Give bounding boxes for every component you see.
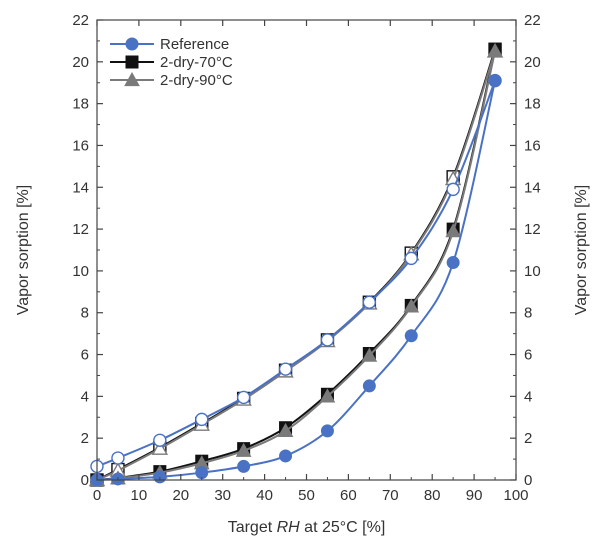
data-point-desorption xyxy=(111,451,125,465)
data-point-sorption xyxy=(237,459,251,473)
y-tick-label-left: 22 xyxy=(72,12,89,29)
y-tick-label-left: 8 xyxy=(81,305,89,322)
series-line-desorption xyxy=(96,48,497,481)
series-line-sorption xyxy=(96,49,497,481)
series-line-desorption xyxy=(96,80,496,468)
x-axis-label: Target RH at 25°C [%] xyxy=(228,519,386,536)
series-line-desorption xyxy=(96,51,497,481)
legend-entry: 2-dry-90°C xyxy=(110,71,233,89)
data-point-sorption xyxy=(319,388,336,403)
data-point-desorption xyxy=(151,440,169,455)
data-point-sorption xyxy=(361,347,378,362)
y-tick-label-left: 4 xyxy=(81,388,89,405)
y-tick-label-left: 6 xyxy=(81,347,89,364)
x-tick-label: 30 xyxy=(214,487,231,504)
y-tick-label-right: 2 xyxy=(524,430,532,447)
y-tick-label-right: 6 xyxy=(524,347,532,364)
y-tick-label-right: 8 xyxy=(524,305,532,322)
x-tick-label: 10 xyxy=(131,487,148,504)
data-point-sorption xyxy=(235,442,252,457)
data-point-desorption xyxy=(446,182,460,197)
legend-label: Reference xyxy=(160,36,229,53)
legend-entry: 2-dry-70°C xyxy=(110,54,233,71)
y-axis-label-right: Vapor sorption [%] xyxy=(573,185,590,315)
series-reference xyxy=(90,73,502,487)
y-tick-label-right: 4 xyxy=(524,388,532,405)
x-tick-label: 50 xyxy=(298,487,315,504)
x-tick-label: 20 xyxy=(172,487,189,504)
data-point-sorption xyxy=(487,43,503,58)
series-layer xyxy=(88,42,504,487)
y-tick-label-right: 20 xyxy=(524,54,541,71)
data-point-sorption xyxy=(320,424,334,438)
x-tick-label: 90 xyxy=(466,487,483,504)
data-point-sorption xyxy=(446,256,460,270)
data-point-desorption xyxy=(320,333,335,347)
y-tick-label-left: 2 xyxy=(81,430,89,447)
x-tick-label: 100 xyxy=(503,487,528,504)
y-tick-label-left: 16 xyxy=(72,137,89,154)
data-point-sorption xyxy=(488,74,502,88)
x-tick-label: 40 xyxy=(256,487,273,504)
y-tick-label-right: 14 xyxy=(524,179,541,196)
legend-entry: Reference xyxy=(110,36,229,53)
y-tick-label-right: 22 xyxy=(524,12,541,29)
y-tick-label-left: 0 xyxy=(81,472,89,489)
x-tick-label: 70 xyxy=(382,487,399,504)
data-point-sorption xyxy=(403,298,420,313)
data-point-desorption xyxy=(404,251,418,266)
y-tick-label-right: 18 xyxy=(524,96,541,113)
data-point-desorption xyxy=(362,295,377,309)
x-tick-label: 80 xyxy=(424,487,441,504)
data-point-sorption xyxy=(277,422,294,437)
data-point-sorption xyxy=(404,329,418,343)
y-tick-label-right: 0 xyxy=(524,472,532,489)
legend-marker xyxy=(125,37,139,51)
y-axis-label-left: Vapor sorption [%] xyxy=(15,185,32,315)
data-point-sorption xyxy=(445,223,461,238)
data-point-desorption xyxy=(236,390,251,405)
y-tick-label-left: 14 xyxy=(72,179,89,196)
data-point-sorption xyxy=(195,466,209,480)
data-point-desorption xyxy=(278,362,293,376)
x-tick-label: 0 xyxy=(93,487,101,504)
y-tick-label-right: 16 xyxy=(524,137,541,154)
legend-label: 2-dry-70°C xyxy=(160,54,233,71)
data-point-desorption xyxy=(153,433,167,447)
legend-marker xyxy=(124,71,140,87)
y-tick-label-left: 12 xyxy=(72,221,89,238)
data-point-sorption xyxy=(153,470,167,484)
y-tick-label-left: 20 xyxy=(72,54,89,71)
y-tick-label-left: 18 xyxy=(72,96,89,113)
x-tick-label: 60 xyxy=(340,487,357,504)
data-point-desorption xyxy=(195,412,209,427)
data-point-sorption xyxy=(279,449,293,463)
data-point-sorption xyxy=(362,379,376,393)
series-line-sorption xyxy=(96,51,497,481)
y-tick-label-left: 10 xyxy=(72,263,89,280)
y-tick-label-right: 10 xyxy=(524,263,541,280)
legend-marker xyxy=(125,55,139,69)
legend-label: 2-dry-90°C xyxy=(160,72,233,89)
y-tick-label-right: 12 xyxy=(524,221,541,238)
